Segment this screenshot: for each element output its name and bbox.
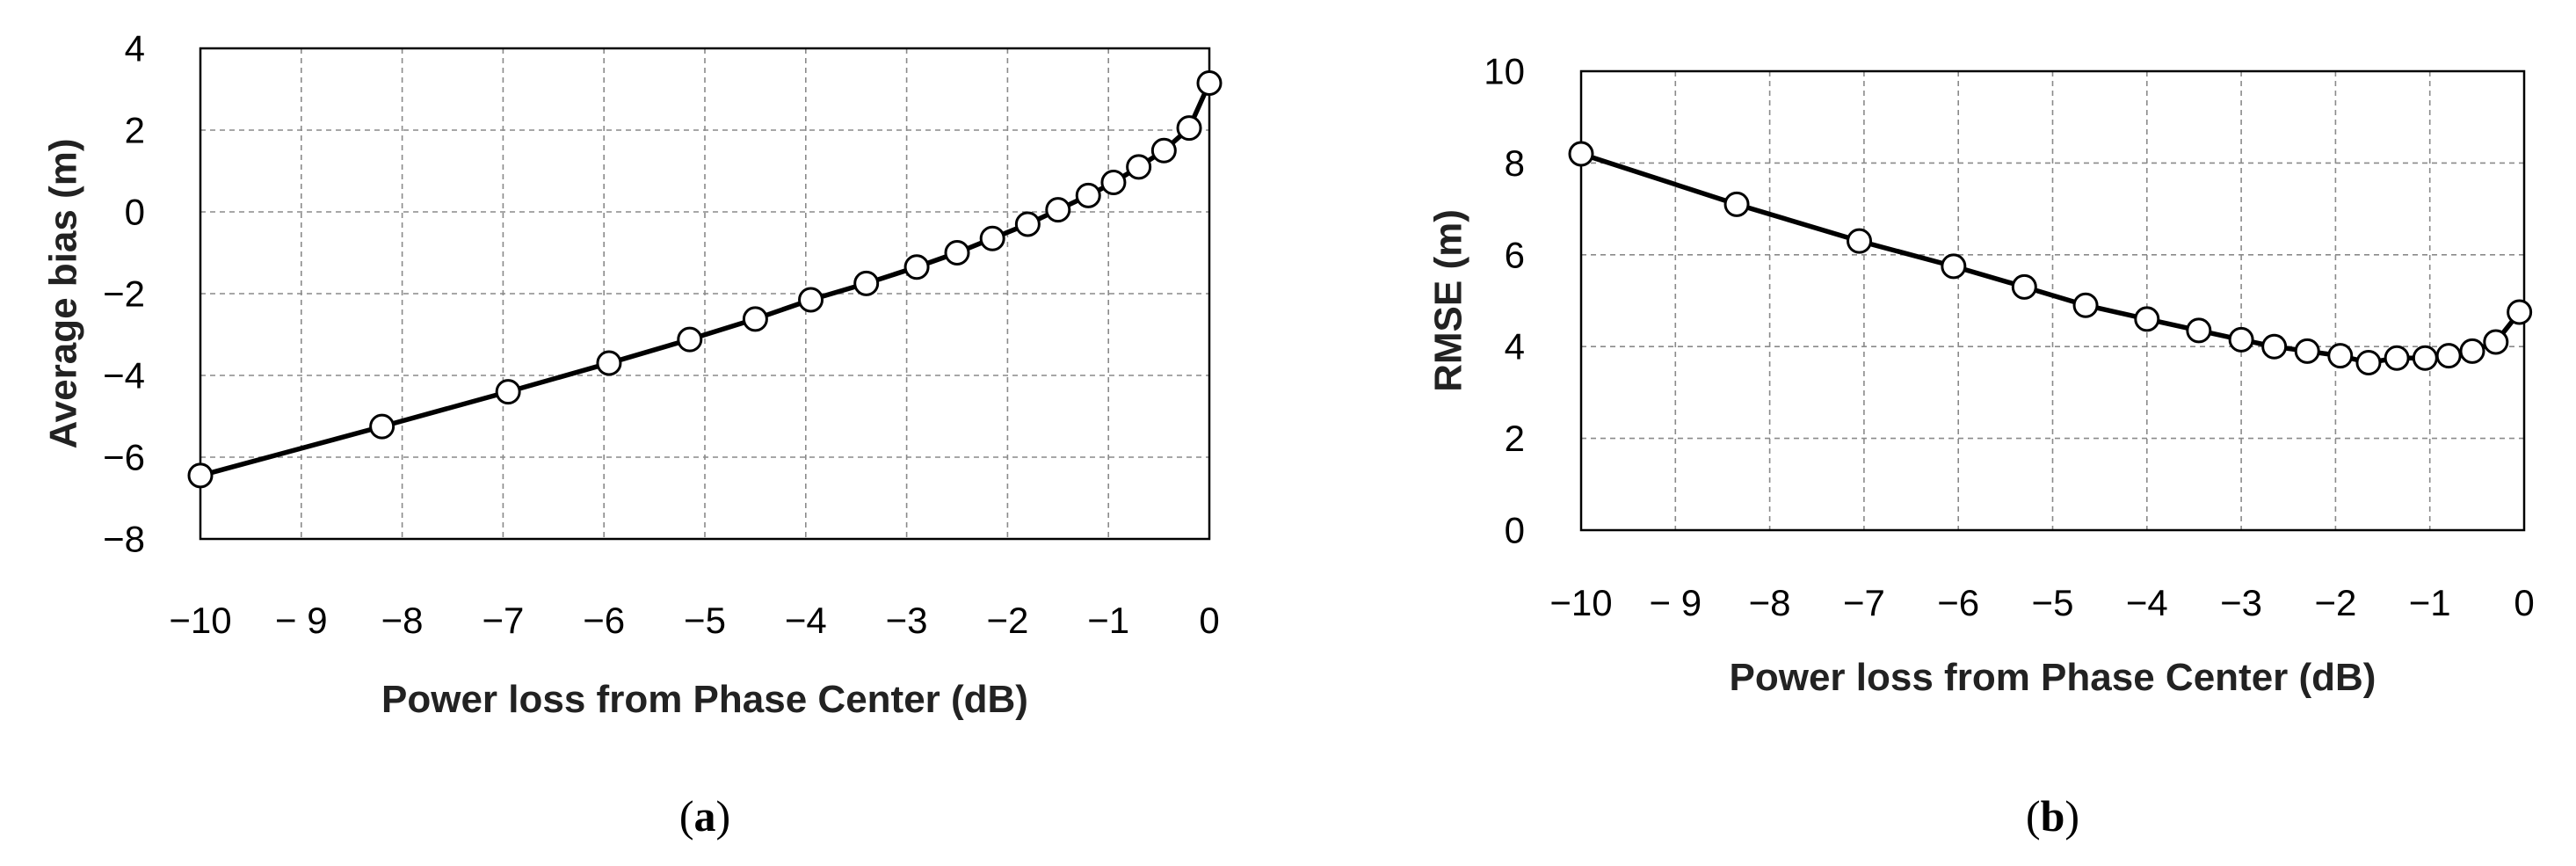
data-point-marker bbox=[2011, 273, 2037, 300]
y-tick-label: 0 bbox=[125, 192, 145, 233]
data-point-marker bbox=[1176, 115, 1202, 142]
data-point-marker bbox=[2459, 338, 2485, 364]
data-point-marker bbox=[596, 350, 622, 376]
data-point-marker bbox=[903, 254, 930, 280]
x-tick-label: − 9 bbox=[275, 600, 328, 641]
data-point-marker bbox=[944, 240, 970, 266]
y-axis-title: RMSE (m) bbox=[1427, 209, 1470, 392]
x-tick-label: −5 bbox=[2032, 582, 2074, 623]
x-axis-title: Power loss from Phase Center (dB) bbox=[1730, 656, 2376, 699]
data-point-marker bbox=[798, 287, 824, 313]
x-tick-label: −5 bbox=[684, 600, 726, 641]
x-tick-label: −2 bbox=[2314, 582, 2356, 623]
data-point-marker bbox=[2327, 343, 2354, 369]
x-tick-label: −4 bbox=[2126, 582, 2168, 623]
data-point-marker bbox=[2294, 338, 2320, 364]
y-tick-label: 10 bbox=[1484, 51, 1525, 92]
data-point-marker bbox=[1150, 137, 1177, 164]
x-tick-label: −10 bbox=[1549, 582, 1612, 623]
x-tick-label: −3 bbox=[2220, 582, 2262, 623]
y-tick-label: 2 bbox=[1505, 418, 1525, 459]
y-tick-label: 4 bbox=[125, 28, 145, 69]
data-point-marker bbox=[979, 225, 1005, 251]
x-tick-label: −8 bbox=[381, 600, 424, 641]
x-tick-label: 0 bbox=[1199, 600, 1219, 641]
data-point-marker bbox=[742, 306, 768, 332]
data-point-marker bbox=[495, 379, 521, 405]
x-tick-label: 0 bbox=[2514, 582, 2534, 623]
y-tick-label: −2 bbox=[103, 273, 145, 315]
y-tick-label: −6 bbox=[103, 437, 145, 478]
data-point-marker bbox=[2261, 333, 2288, 360]
x-tick-label: −6 bbox=[583, 600, 625, 641]
data-point-marker bbox=[2355, 349, 2382, 375]
y-tick-label: 2 bbox=[125, 110, 145, 151]
x-tick-label: −10 bbox=[169, 600, 231, 641]
data-point-marker bbox=[2072, 292, 2099, 318]
data-point-marker bbox=[1847, 228, 1873, 254]
caption-paren-close: ) bbox=[716, 791, 731, 841]
x-tick-label: −6 bbox=[1937, 582, 1979, 623]
x-tick-label: −1 bbox=[1087, 600, 1129, 641]
x-tick-label: −2 bbox=[986, 600, 1028, 641]
x-tick-label: −1 bbox=[2409, 582, 2451, 623]
caption-paren-close: ) bbox=[2064, 791, 2079, 841]
caption-letter: a bbox=[694, 791, 716, 841]
data-point-marker bbox=[2483, 329, 2509, 355]
data-point-marker bbox=[2384, 345, 2410, 371]
y-tick-label: 0 bbox=[1505, 510, 1525, 551]
data-point-marker bbox=[2228, 326, 2254, 353]
data-point-marker bbox=[187, 462, 214, 489]
y-tick-label: 8 bbox=[1505, 142, 1525, 184]
panel-caption: (a) bbox=[679, 791, 730, 841]
data-point-marker bbox=[369, 413, 395, 440]
x-tick-label: −8 bbox=[1749, 582, 1791, 623]
y-tick-label: 4 bbox=[1505, 326, 1525, 368]
series-line bbox=[1580, 151, 2522, 366]
caption-letter: b bbox=[2041, 791, 2065, 841]
y-tick-label: −4 bbox=[103, 355, 145, 397]
plot-frame bbox=[199, 47, 1211, 541]
gridlines bbox=[200, 47, 1210, 540]
data-point-marker bbox=[1075, 182, 1101, 208]
data-point-marker bbox=[1126, 154, 1152, 180]
data-point-marker bbox=[2435, 343, 2462, 369]
chart-panel-a: −10− 9 −8 −7 −6 −5 −4 −3 −2 −1 0−8−6−4−2024Power … bbox=[42, 28, 1223, 841]
data-point-marker bbox=[2412, 345, 2438, 371]
x-tick-label: −4 bbox=[785, 600, 827, 641]
data-point-marker bbox=[1196, 70, 1223, 97]
caption-paren-open: ( bbox=[679, 791, 694, 841]
x-axis-title: Power loss from Phase Center (dB) bbox=[381, 678, 1028, 721]
data-point-marker bbox=[1568, 141, 1594, 167]
y-tick-label: −8 bbox=[103, 519, 145, 560]
data-point-marker bbox=[677, 326, 703, 353]
data-point-marker bbox=[1014, 211, 1041, 237]
data-point-marker bbox=[2507, 299, 2533, 325]
data-point-marker bbox=[853, 270, 880, 296]
panel-caption: (b) bbox=[2026, 791, 2079, 841]
data-point-marker bbox=[1045, 197, 1071, 223]
gridlines bbox=[1580, 70, 2525, 531]
data-point-marker bbox=[1723, 191, 1750, 217]
data-point-marker bbox=[2186, 317, 2212, 344]
y-axis-title: Average bias (m) bbox=[42, 139, 85, 449]
x-tick-label: −7 bbox=[482, 600, 524, 641]
x-tick-label: − 9 bbox=[1650, 582, 1702, 623]
data-point-marker bbox=[1941, 253, 1967, 280]
data-point-marker bbox=[2134, 306, 2160, 332]
caption-paren-open: ( bbox=[2026, 791, 2041, 841]
x-tick-label: −7 bbox=[1843, 582, 1885, 623]
x-tick-label: −3 bbox=[886, 600, 928, 641]
y-tick-label: 6 bbox=[1505, 234, 1525, 275]
data-point-marker bbox=[1100, 170, 1127, 196]
